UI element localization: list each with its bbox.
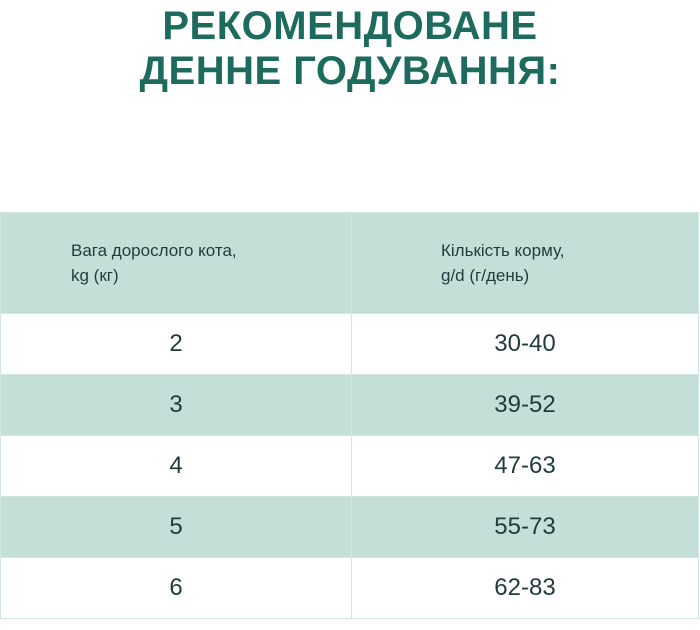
page-title-line-1: РЕКОМЕНДОВАНЕ xyxy=(162,4,538,48)
cell-weight: 4 xyxy=(0,435,352,497)
cell-amount: 30-40 xyxy=(351,313,699,375)
cell-weight: 6 xyxy=(0,557,352,619)
table-body: 2 30-40 3 39-52 4 47-63 5 55-73 6 62-83 xyxy=(0,313,699,619)
cell-amount: 47-63 xyxy=(351,435,699,497)
column-header-amount-line-1: Кількість корму, xyxy=(441,241,565,260)
table-header-row: Вага дорослого кота, kg (кг) Кількість к… xyxy=(0,212,699,314)
cell-amount: 39-52 xyxy=(351,374,699,436)
page-title: РЕКОМЕНДОВАНЕ ДЕННЕ ГОДУВАННЯ: xyxy=(0,0,700,94)
table-header: Вага дорослого кота, kg (кг) Кількість к… xyxy=(0,212,699,314)
cell-weight: 3 xyxy=(0,374,352,436)
column-header-amount-line-2: g/d (г/день) xyxy=(441,266,530,285)
column-header-amount: Кількість корму, g/d (г/день) xyxy=(351,212,699,314)
table-row: 5 55-73 xyxy=(0,496,699,558)
column-header-weight: Вага дорослого кота, kg (кг) xyxy=(0,212,352,314)
column-header-weight-line-2: kg (кг) xyxy=(71,266,119,285)
page-title-line-2: ДЕННЕ ГОДУВАННЯ: xyxy=(139,49,561,93)
cell-amount: 62-83 xyxy=(351,557,699,619)
column-header-weight-line-1: Вага дорослого кота, xyxy=(71,241,237,260)
table-row: 6 62-83 xyxy=(0,557,699,619)
table-row: 3 39-52 xyxy=(0,374,699,436)
table-row: 4 47-63 xyxy=(0,435,699,497)
cell-amount: 55-73 xyxy=(351,496,699,558)
cell-weight: 5 xyxy=(0,496,352,558)
daily-feeding-table: Вага дорослого кота, kg (кг) Кількість к… xyxy=(0,212,699,619)
cell-weight: 2 xyxy=(0,313,352,375)
table-row: 2 30-40 xyxy=(0,313,699,375)
